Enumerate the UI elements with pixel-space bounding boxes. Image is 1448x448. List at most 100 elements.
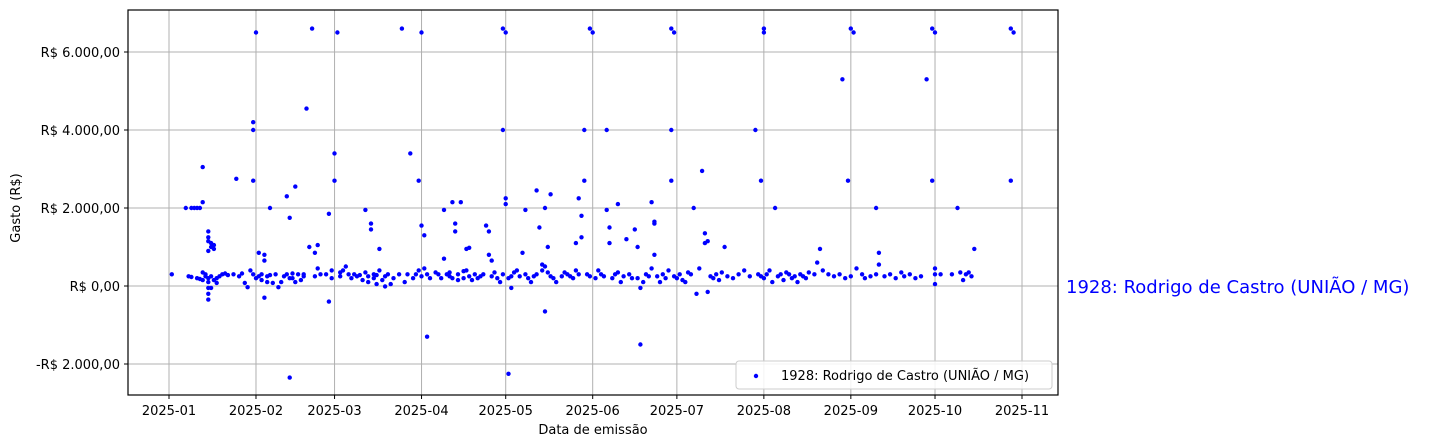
data-point [290,276,295,281]
data-point [649,200,654,205]
data-point [570,276,576,281]
data-point [514,268,520,273]
data-point [295,272,301,277]
data-point [699,168,705,174]
data-point [534,188,539,193]
data-point [854,266,859,271]
x-axis-ticks: 2025-01 2025-02 2025-03 2025-04 2025-05 2025-… [142,395,1049,419]
data-point [419,274,424,279]
data-point [335,30,340,35]
data-point [523,207,528,213]
data-point [542,205,548,211]
data-point [582,178,587,183]
data-point [293,279,298,285]
data-point [245,285,250,290]
data-point [719,270,724,275]
data-point [486,229,492,234]
data-point [1011,30,1016,35]
data-point [380,277,385,283]
data-point [424,272,430,277]
data-point [770,279,775,285]
data-point [761,276,767,281]
data-point [251,178,256,183]
data-point [705,239,710,244]
data-point [604,127,609,133]
data-point [368,227,374,232]
data-point [817,246,823,252]
data-point [873,205,879,211]
data-point [251,127,256,133]
x-tick-label: 2025-07 [650,404,704,419]
data-point [214,280,219,286]
data-point [301,274,306,279]
data-point [641,279,646,285]
data-point [200,277,205,283]
data-point [402,279,407,285]
data-point [374,281,379,287]
data-point [489,258,494,263]
data-point [573,268,579,273]
data-point [500,272,506,277]
data-point [534,272,539,277]
data-point [660,272,665,277]
y-tick-label: -R$ 2.000,00 [36,358,120,373]
data-point [596,268,601,273]
data-point [576,196,581,201]
x-tick-label: 2025-06 [566,404,620,419]
data-point [270,280,275,286]
data-point [691,205,696,211]
data-point [410,276,416,281]
data-point [882,274,887,279]
data-point [489,274,494,279]
data-point [486,252,492,257]
data-point [458,200,463,205]
data-point [520,250,525,255]
data-point [253,30,259,35]
data-point [506,371,511,376]
data-point [225,272,231,278]
data-point [509,285,514,291]
data-point [206,279,211,285]
data-point [366,274,371,279]
data-point [761,26,767,31]
data-point [876,262,882,267]
data-point [913,276,918,281]
data-point [441,256,447,261]
data-point [669,178,674,183]
data-point [593,276,598,281]
data-point [231,272,236,277]
data-point [293,184,298,189]
data-point [287,215,292,220]
y-tick-label: R$ 4.000,00 [41,124,120,139]
data-point [377,268,382,273]
data-point [366,279,371,285]
data-point [627,272,632,277]
data-point [705,289,710,295]
data-point [290,271,295,276]
data-point [579,235,584,240]
data-point [455,277,461,283]
data-point [1008,26,1013,31]
data-point [803,276,809,281]
data-point [688,272,694,277]
data-point [312,274,318,279]
data-point [262,252,267,257]
data-point [326,211,332,216]
data-point [635,276,640,281]
data-point [958,270,963,275]
data-point [262,258,267,263]
data-point [868,274,873,279]
data-point [523,272,528,277]
data-point [200,200,205,205]
data-point [453,221,458,226]
data-point [388,281,393,287]
data-point [848,274,853,279]
data-point [551,276,556,281]
data-point [635,244,640,250]
x-tick-label: 2025-01 [142,404,196,419]
data-point [646,274,651,279]
data-point [439,276,444,281]
data-point [730,276,736,281]
data-point [419,223,424,228]
data-point [284,194,289,199]
